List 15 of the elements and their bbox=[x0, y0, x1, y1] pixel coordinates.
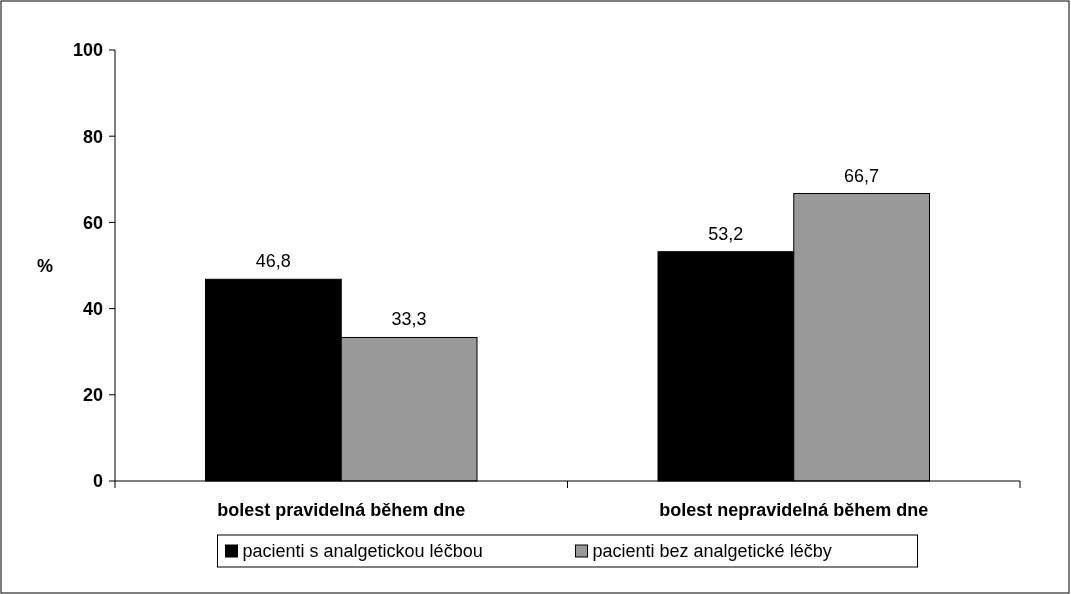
y-tick-label: 100 bbox=[72, 40, 103, 61]
legend-label: pacienti bez analgetické léčby bbox=[592, 541, 832, 561]
x-tick-label: bolest pravidelná během dne bbox=[217, 500, 466, 520]
legend-label: pacienti s analgetickou léčbou bbox=[242, 541, 483, 561]
x-tick-label: bolest nepravidelná během dne bbox=[659, 500, 929, 520]
y-tick-label: 0 bbox=[92, 471, 103, 492]
data-label: 33,3 bbox=[391, 309, 427, 330]
y-tick-label: 80 bbox=[82, 126, 103, 147]
y-axis-title: % bbox=[36, 255, 54, 276]
y-tick-label: 60 bbox=[82, 212, 103, 233]
y-tick-label: 20 bbox=[82, 385, 103, 406]
y-tick-label: 40 bbox=[82, 298, 103, 319]
data-label: 53,2 bbox=[708, 223, 744, 244]
data-label: 66,7 bbox=[844, 165, 880, 186]
data-label: 46,8 bbox=[255, 251, 291, 272]
